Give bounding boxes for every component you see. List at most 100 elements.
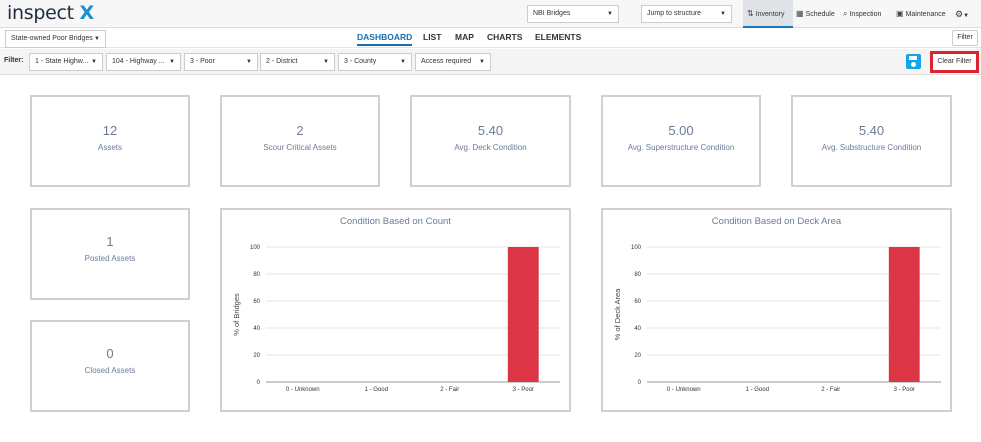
- nav-inspection-label: Inspection: [849, 11, 882, 18]
- kpi-value: 12: [102, 123, 118, 138]
- chevron-down-icon: ▼: [91, 59, 97, 65]
- tab-list[interactable]: LIST: [423, 32, 442, 42]
- x-tick-label: 2 - Fair: [440, 387, 459, 393]
- filter-district-select[interactable]: 2 - District ▼: [260, 53, 335, 71]
- toolbox-icon: ▣: [896, 9, 904, 18]
- settings-menu[interactable]: ⚙▼: [955, 0, 969, 28]
- y-tick-label: 60: [634, 299, 641, 305]
- kpi-label: Scour Critical Assets: [263, 143, 337, 152]
- app-logo[interactable]: inspect X: [7, 2, 94, 24]
- nav-inventory[interactable]: ⇅ Inventory: [743, 0, 793, 28]
- filter-district-value: 2 - District: [266, 58, 298, 65]
- chevron-down-icon: ▼: [963, 13, 970, 19]
- kpi-value: 5.40: [477, 123, 504, 138]
- kpi-value: 5.40: [858, 123, 885, 138]
- kpi-value: 0: [106, 346, 114, 361]
- filter-owner-select[interactable]: 1 - State Highw... ▼: [29, 53, 103, 71]
- filter-access-value: Access required: [421, 58, 472, 65]
- kpi-card-scour-critical[interactable]: 2 Scour Critical Assets: [220, 95, 380, 187]
- filter-highway-value: 104 - Highway ...: [112, 58, 165, 65]
- kpi-card-assets[interactable]: 12 Assets: [30, 95, 190, 187]
- kpi-card-substructure-condition[interactable]: 5.40 Avg. Substructure Condition: [791, 95, 952, 187]
- chevron-down-icon: ▼: [479, 59, 485, 65]
- filter-label: Filter:: [4, 57, 24, 64]
- logo-text: inspect: [7, 2, 74, 24]
- filter-highway-select[interactable]: 104 - Highway ... ▼: [106, 53, 181, 71]
- chart-card-count: Condition Based on Count 0 20 40 60 80 100 % o…: [220, 208, 571, 412]
- nav-inspection[interactable]: ⌕ Inspection: [843, 0, 881, 28]
- kpi-label: Closed Assets: [84, 366, 136, 375]
- x-tick-label: 0 - Unknown: [667, 387, 701, 393]
- search-icon: ⌕: [843, 9, 848, 18]
- nav-maintenance[interactable]: ▣ Maintenance: [896, 0, 946, 28]
- tab-dashboard[interactable]: DASHBOARD: [357, 30, 413, 46]
- chevron-down-icon: ▼: [400, 59, 406, 65]
- filter-county-value: 3 - County: [344, 58, 377, 65]
- chevron-down-icon: ▼: [607, 11, 613, 17]
- tab-map[interactable]: MAP: [455, 32, 474, 42]
- kpi-label: Assets: [97, 143, 122, 152]
- chart-title: Condition Based on Count: [340, 216, 451, 227]
- kpi-value: 5.00: [668, 123, 694, 138]
- y-tick-label: 40: [253, 326, 260, 332]
- x-tick-label: 3 - Poor: [513, 387, 534, 393]
- kpi-card-deck-condition[interactable]: 5.40 Avg. Deck Condition: [410, 95, 571, 187]
- y-tick-label: 20: [253, 353, 260, 359]
- clear-filter-button[interactable]: Clear Filter: [930, 51, 979, 73]
- kpi-value: 1: [106, 234, 114, 249]
- filter-condition-value: 3 - Poor: [190, 58, 215, 65]
- tab-charts[interactable]: CHARTS: [487, 32, 523, 42]
- filter-county-select[interactable]: 3 - County ▼: [338, 53, 412, 71]
- filter-condition-select[interactable]: 3 - Poor ▼: [184, 53, 258, 71]
- chevron-down-icon: ▼: [169, 59, 175, 65]
- top-nav-bar: inspect X NBI Bridges ▼ Jump to structur…: [0, 0, 981, 28]
- tab-elements[interactable]: ELEMENTS: [535, 32, 582, 42]
- chart-deck-area-svg: 0 20 40 60 80 100 % of Deck Area 0 - Unknown 1 -…: [613, 245, 941, 393]
- chevron-down-icon: ▼: [720, 11, 726, 17]
- kpi-label: Avg. Deck Condition: [454, 143, 527, 152]
- y-tick-label: 100: [250, 245, 261, 251]
- x-tick-label: 2 - Fair: [821, 387, 840, 393]
- nav-maintenance-label: Maintenance: [905, 11, 946, 18]
- x-tick-label: 0 - Unknown: [286, 387, 320, 393]
- kpi-card-superstructure-condition[interactable]: 5.00 Avg. Superstructure Condition: [601, 95, 761, 187]
- chevron-down-icon: ▼: [323, 59, 329, 65]
- kpi-label: Posted Assets: [84, 254, 136, 263]
- inventory-icon: ⇅: [747, 9, 754, 18]
- saved-view-select[interactable]: State-owned Poor Bridges ▼: [5, 30, 106, 48]
- filter-button[interactable]: Filter: [952, 30, 978, 46]
- bar[interactable]: [507, 247, 539, 382]
- bar[interactable]: [888, 247, 920, 382]
- y-tick-label: 0: [638, 380, 642, 386]
- y-axis-label: % of Deck Area: [613, 288, 622, 341]
- chart-card-deck-area: Condition Based on Deck Area 0 20 40 60 80 10…: [601, 208, 952, 412]
- save-icon[interactable]: [906, 54, 921, 69]
- view-bar: State-owned Poor Bridges ▼ DASHBOARD LIS…: [0, 28, 981, 48]
- jump-to-structure-select[interactable]: Jump to structure ▼: [641, 5, 732, 23]
- filter-bar: Filter: 1 - State Highw... ▼ 104 - Highwa…: [0, 49, 981, 75]
- y-tick-label: 100: [631, 245, 642, 251]
- nav-inventory-label: Inventory: [755, 11, 785, 18]
- y-tick-label: 40: [634, 326, 641, 332]
- dataset-select-value: NBI Bridges: [533, 10, 571, 17]
- chevron-down-icon: ▼: [94, 36, 100, 42]
- y-tick-label: 80: [253, 272, 260, 278]
- dataset-select[interactable]: NBI Bridges ▼: [527, 5, 619, 23]
- nav-schedule[interactable]: ▦ Schedule: [796, 0, 835, 28]
- kpi-card-posted-assets[interactable]: 1 Posted Assets: [30, 208, 190, 300]
- chart-title: Condition Based on Deck Area: [711, 216, 842, 227]
- gear-icon: ⚙: [955, 9, 964, 19]
- chart-count-svg: 0 20 40 60 80 100 % of Bridges 0 - Unknown 1 - G…: [232, 245, 560, 393]
- filter-access-select[interactable]: Access required ▼: [415, 53, 491, 71]
- kpi-card-closed-assets[interactable]: 0 Closed Assets: [30, 320, 190, 412]
- y-tick-label: 0: [257, 380, 261, 386]
- x-tick-label: 3 - Poor: [894, 387, 915, 393]
- kpi-label: Avg. Substructure Condition: [821, 143, 922, 152]
- calendar-icon: ▦: [796, 9, 804, 18]
- nav-schedule-label: Schedule: [805, 11, 835, 18]
- chevron-down-icon: ▼: [246, 59, 252, 65]
- logo-accent: X: [79, 2, 95, 24]
- y-tick-label: 60: [253, 299, 260, 305]
- x-tick-label: 1 - Good: [365, 387, 388, 393]
- filter-owner-value: 1 - State Highw...: [35, 58, 89, 65]
